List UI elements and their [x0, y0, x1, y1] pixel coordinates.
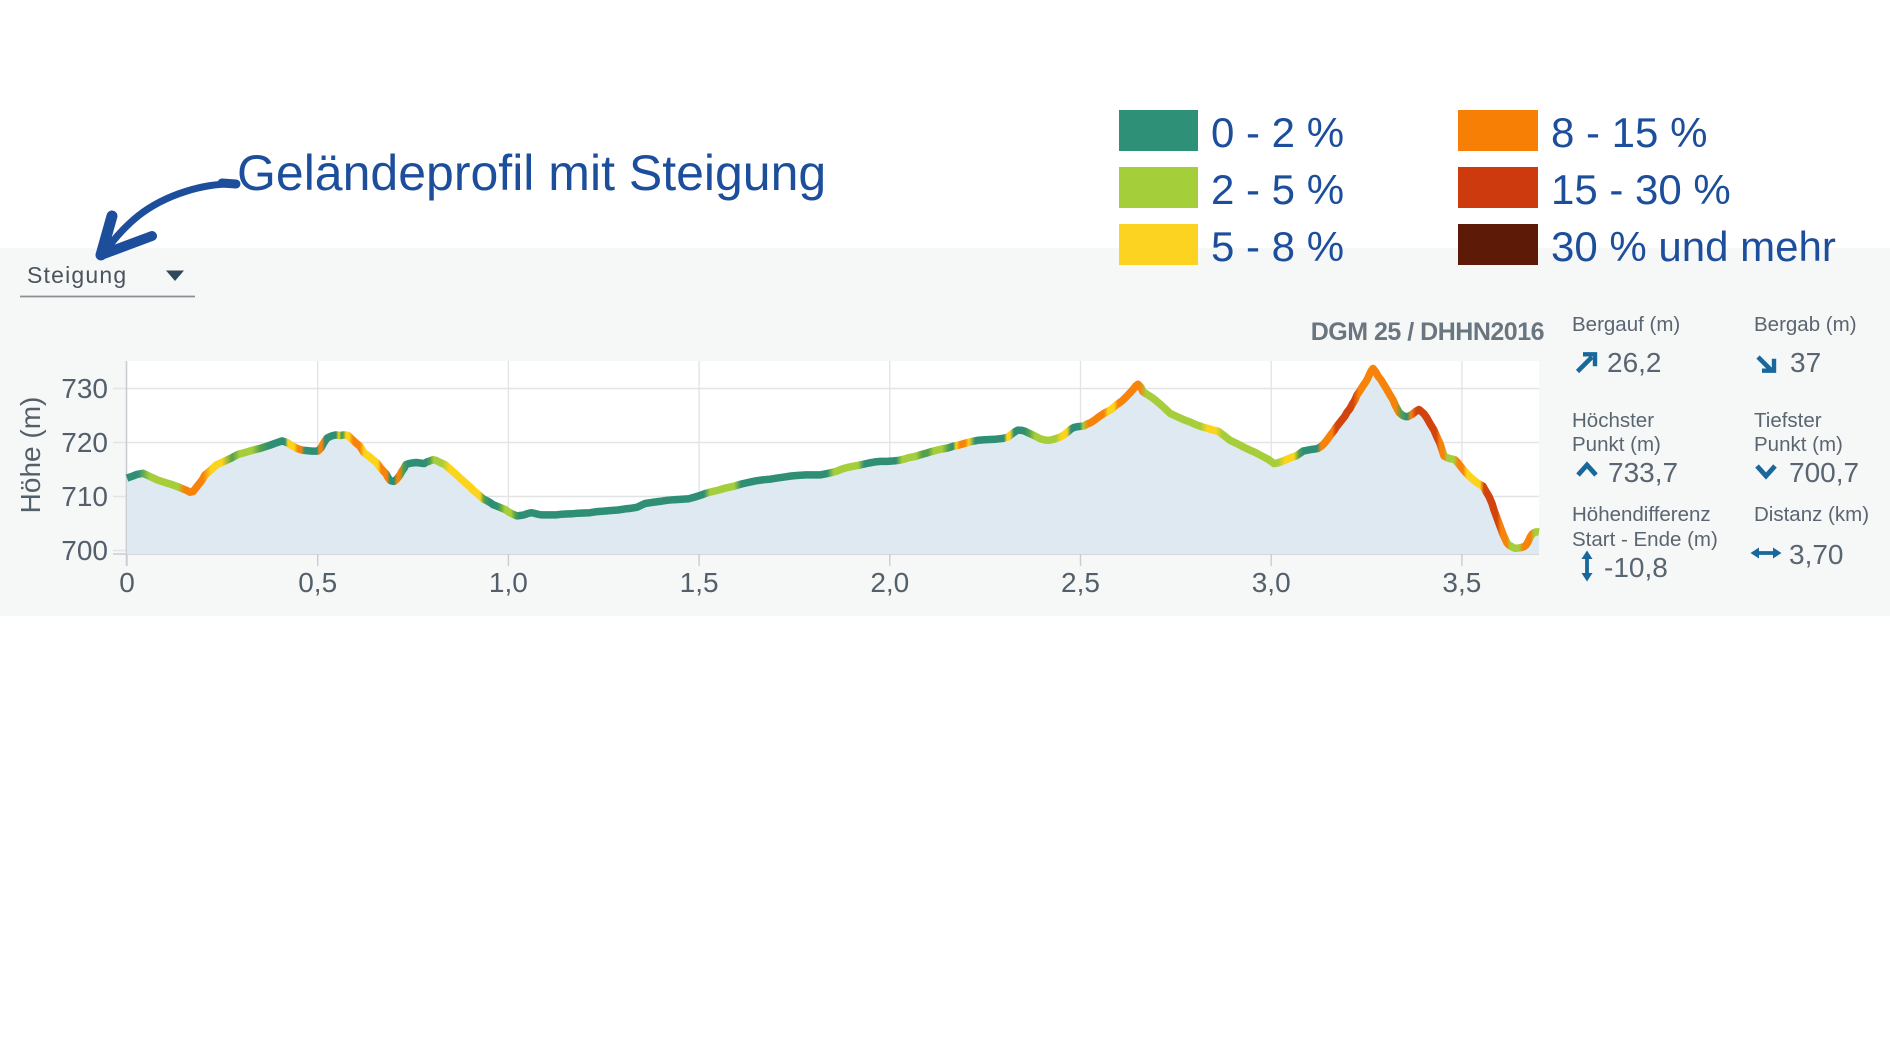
- svg-text:2,0: 2,0: [870, 567, 909, 598]
- svg-text:-10,8: -10,8: [1604, 552, 1668, 583]
- svg-text:Distanz (km): Distanz (km): [1754, 503, 1869, 526]
- svg-text:1,0: 1,0: [489, 567, 528, 598]
- svg-text:Punkt (m): Punkt (m): [1572, 433, 1661, 456]
- svg-text:730: 730: [61, 373, 108, 404]
- svg-text:2 - 5 %: 2 - 5 %: [1211, 166, 1344, 213]
- svg-text:0,5: 0,5: [298, 567, 337, 598]
- svg-text:Höhendifferenz: Höhendifferenz: [1572, 503, 1711, 526]
- svg-text:2,5: 2,5: [1061, 567, 1100, 598]
- svg-text:3,5: 3,5: [1442, 567, 1481, 598]
- svg-text:0: 0: [119, 567, 135, 598]
- svg-text:Höhe (m): Höhe (m): [15, 397, 46, 514]
- svg-text:26,2: 26,2: [1607, 347, 1662, 378]
- svg-text:0 - 2 %: 0 - 2 %: [1211, 109, 1344, 156]
- svg-text:30 % und mehr: 30 % und mehr: [1551, 223, 1836, 270]
- svg-text:710: 710: [61, 481, 108, 512]
- svg-text:8 - 15 %: 8 - 15 %: [1551, 109, 1707, 156]
- svg-text:5 - 8 %: 5 - 8 %: [1211, 223, 1344, 270]
- svg-text:Punkt (m): Punkt (m): [1754, 433, 1843, 456]
- svg-text:3,0: 3,0: [1252, 567, 1291, 598]
- svg-text:1,5: 1,5: [680, 567, 719, 598]
- svg-text:15 - 30 %: 15 - 30 %: [1551, 166, 1731, 213]
- svg-text:37: 37: [1790, 347, 1821, 378]
- svg-text:Bergab (m): Bergab (m): [1754, 313, 1857, 336]
- svg-text:Start - Ende (m): Start - Ende (m): [1572, 528, 1718, 551]
- svg-text:Steigung: Steigung: [27, 262, 127, 288]
- svg-text:720: 720: [61, 427, 108, 458]
- svg-text:733,7: 733,7: [1608, 457, 1678, 488]
- svg-text:DGM 25 / DHHN2016: DGM 25 / DHHN2016: [1311, 318, 1544, 346]
- svg-text:700: 700: [61, 535, 108, 566]
- svg-text:Geländeprofil mit Steigung: Geländeprofil mit Steigung: [237, 145, 826, 201]
- svg-text:Höchster: Höchster: [1572, 409, 1654, 432]
- svg-text:700,7: 700,7: [1789, 457, 1859, 488]
- svg-text:Bergauf (m): Bergauf (m): [1572, 313, 1680, 336]
- svg-text:Tiefster: Tiefster: [1754, 409, 1822, 432]
- svg-text:3,70: 3,70: [1789, 539, 1844, 570]
